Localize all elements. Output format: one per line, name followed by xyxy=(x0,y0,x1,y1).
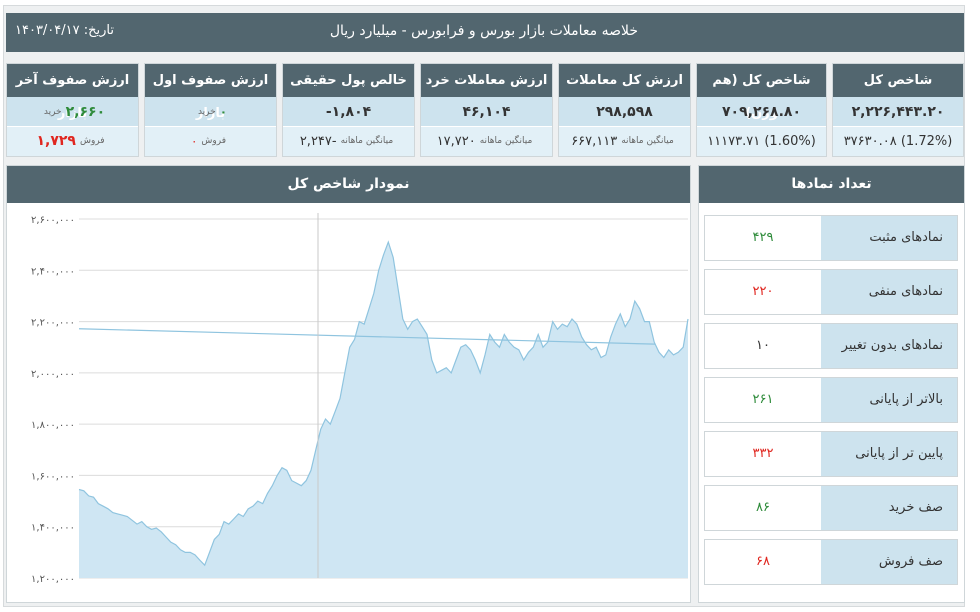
y-tick-label: ۲,۶۰۰,۰۰۰ xyxy=(31,215,75,226)
card-title: ارزش معاملات خرد xyxy=(421,64,552,97)
count-row-label: نمادهای منفی xyxy=(821,270,957,314)
count-row-value: ۲۲۰ xyxy=(752,284,774,299)
card-equal-weight-index: شاخص کل (هم وزن) ۷۰۹,۲۶۸.۸۰ ۱۱۱۷۳.۷۱ (1.… xyxy=(696,63,827,157)
sell-value: ۱,۷۲۹ xyxy=(36,133,76,149)
count-row: پایین تر از پایانی ۳۳۲ xyxy=(704,431,958,477)
sell-value: ۰ xyxy=(190,134,198,148)
card-change: ۳۷۶۳۰.۰۸ (1.72%) xyxy=(833,127,963,156)
index-area xyxy=(79,242,688,578)
index-line xyxy=(78,240,689,567)
card-title: ارزش صفوف اول بازار xyxy=(145,64,276,121)
average-value: -۲,۲۴۷ xyxy=(299,134,337,149)
card-value: ۷۰۹,۲۶۸.۸۰ xyxy=(697,97,826,127)
count-row-label: صف خرید xyxy=(821,486,957,530)
count-row-label: نمادهای بدون تغییر xyxy=(821,324,957,368)
card-buy-row: خرید ۰ xyxy=(145,97,276,127)
reference-line xyxy=(78,328,656,345)
average-value: ۱۷,۷۲۰ xyxy=(436,134,476,149)
card-title: خالص پول حقیقی xyxy=(283,64,414,97)
y-tick-label: ۲,۰۰۰,۰۰۰ xyxy=(31,369,75,380)
date-display: تاریخ: ۱۴۰۳/۰۴/۱۷ xyxy=(15,23,114,38)
y-tick-label: ۱,۴۰۰,۰۰۰ xyxy=(31,523,75,534)
count-row-value: ۸۶ xyxy=(756,500,770,515)
index-chart-panel: نمودار شاخص کل ۲,۶۰۰,۰۰۰ ۲,۴۰۰,۰۰۰ ۲,۲۰۰,۰… xyxy=(6,165,691,603)
card-average: میانگین ماهانه ۶۶۷,۱۱۳ xyxy=(559,127,690,156)
card-value: -۱,۸۰۴ xyxy=(283,97,414,127)
card-title: شاخص کل xyxy=(833,64,963,97)
date-label: تاریخ: xyxy=(83,23,115,38)
count-row-value: ۳۳۲ xyxy=(752,446,774,461)
count-row-label: پایین تر از پایانی xyxy=(821,432,957,476)
count-row-value: ۲۶۱ xyxy=(752,392,774,407)
sell-label: فروش xyxy=(201,136,227,146)
date-value: ۱۴۰۳/۰۴/۱۷ xyxy=(15,23,80,38)
count-row-value: ۶۸ xyxy=(756,554,770,569)
count-row-value: ۴۲۹ xyxy=(752,230,774,245)
page-title: خلاصه معاملات بازار بورس و فرابورس - میل… xyxy=(329,23,638,39)
count-row: صف خرید ۸۶ xyxy=(704,485,958,531)
buy-value: ۰ xyxy=(219,104,228,119)
count-row-value: ۱۰ xyxy=(756,338,770,353)
count-row-label: نمادهای مثبت xyxy=(821,216,957,260)
y-axis-ticks: ۲,۶۰۰,۰۰۰ ۲,۴۰۰,۰۰۰ ۲,۲۰۰,۰۰۰ ۲,۰۰۰,۰۰۰ ۱,۸۰… xyxy=(31,215,75,585)
card-sell-queues-value: ارزش صفوف آخر بازار خرید ۲,۶۶۰ فروش ۱,۷۲… xyxy=(6,63,139,157)
count-row: نمادهای منفی ۲۲۰ xyxy=(704,269,958,315)
count-row: نمادهای مثبت ۴۲۹ xyxy=(704,215,958,261)
count-row: نمادهای بدون تغییر ۱۰ xyxy=(704,323,958,369)
card-value: ۲۹۸,۵۹۸ xyxy=(559,97,690,127)
symbol-counts-panel: تعداد نمادها نمادهای مثبت ۴۲۹ نمادهای منفی… xyxy=(698,165,965,603)
average-label: میانگین ماهانه xyxy=(479,136,533,146)
card-total-trade-value: ارزش کل معاملات ۲۹۸,۵۹۸ میانگین ماهانه ۶… xyxy=(558,63,691,157)
card-value: ۲,۲۲۶,۴۴۳.۲۰ xyxy=(833,97,963,127)
counts-title: تعداد نمادها xyxy=(699,166,964,203)
average-value: ۶۶۷,۱۱۳ xyxy=(571,134,618,149)
count-row-label: صف فروش xyxy=(821,540,957,584)
card-title: شاخص کل (هم وزن) xyxy=(697,64,826,121)
buy-label: خرید xyxy=(197,106,216,117)
count-row: بالاتر از پایانی ۲۶۱ xyxy=(704,377,958,423)
card-title: ارزش صفوف آخر بازار xyxy=(7,64,138,121)
card-buy-row: خرید ۲,۶۶۰ xyxy=(7,97,138,127)
chart-title: نمودار شاخص کل xyxy=(7,166,690,203)
card-buy-queues-value: ارزش صفوف اول بازار خرید ۰ فروش ۰ xyxy=(144,63,277,157)
y-tick-label: ۱,۲۰۰,۰۰۰ xyxy=(31,574,75,585)
card-sell-row: فروش ۱,۷۲۹ xyxy=(7,127,138,156)
card-net-real-money: خالص پول حقیقی -۱,۸۰۴ میانگین ماهانه -۲,… xyxy=(282,63,415,157)
buy-label: خرید xyxy=(43,106,62,117)
average-label: میانگین ماهانه xyxy=(340,136,394,146)
card-value: ۴۶,۱۰۴ xyxy=(421,97,552,127)
count-row-label: بالاتر از پایانی xyxy=(821,378,957,422)
card-average: میانگین ماهانه -۲,۲۴۷ xyxy=(283,127,414,156)
average-label: میانگین ماهانه xyxy=(621,136,674,146)
header-bar: خلاصه معاملات بازار بورس و فرابورس - میل… xyxy=(6,13,964,52)
buy-value: ۲,۶۶۰ xyxy=(65,103,106,120)
y-tick-label: ۱,۸۰۰,۰۰۰ xyxy=(31,420,75,431)
card-title: ارزش کل معاملات xyxy=(559,64,690,97)
y-tick-label: ۲,۴۰۰,۰۰۰ xyxy=(31,266,75,277)
index-chart[interactable]: ۲,۶۰۰,۰۰۰ ۲,۴۰۰,۰۰۰ ۲,۲۰۰,۰۰۰ ۲,۰۰۰,۰۰۰ ۱,۸۰… xyxy=(7,203,690,603)
card-change: ۱۱۱۷۳.۷۱ (1.60%) xyxy=(697,127,826,156)
card-sell-row: فروش ۰ xyxy=(145,127,276,156)
y-tick-label: ۲,۲۰۰,۰۰۰ xyxy=(31,318,75,329)
card-total-index: شاخص کل ۲,۲۲۶,۴۴۳.۲۰ ۳۷۶۳۰.۰۸ (1.72%) xyxy=(832,63,964,157)
count-row: صف فروش ۶۸ xyxy=(704,539,958,585)
sell-label: فروش xyxy=(79,136,105,146)
y-tick-label: ۱,۶۰۰,۰۰۰ xyxy=(31,471,75,482)
card-retail-trade-value: ارزش معاملات خرد ۴۶,۱۰۴ میانگین ماهانه ۱… xyxy=(420,63,553,157)
card-average: میانگین ماهانه ۱۷,۷۲۰ xyxy=(421,127,552,156)
